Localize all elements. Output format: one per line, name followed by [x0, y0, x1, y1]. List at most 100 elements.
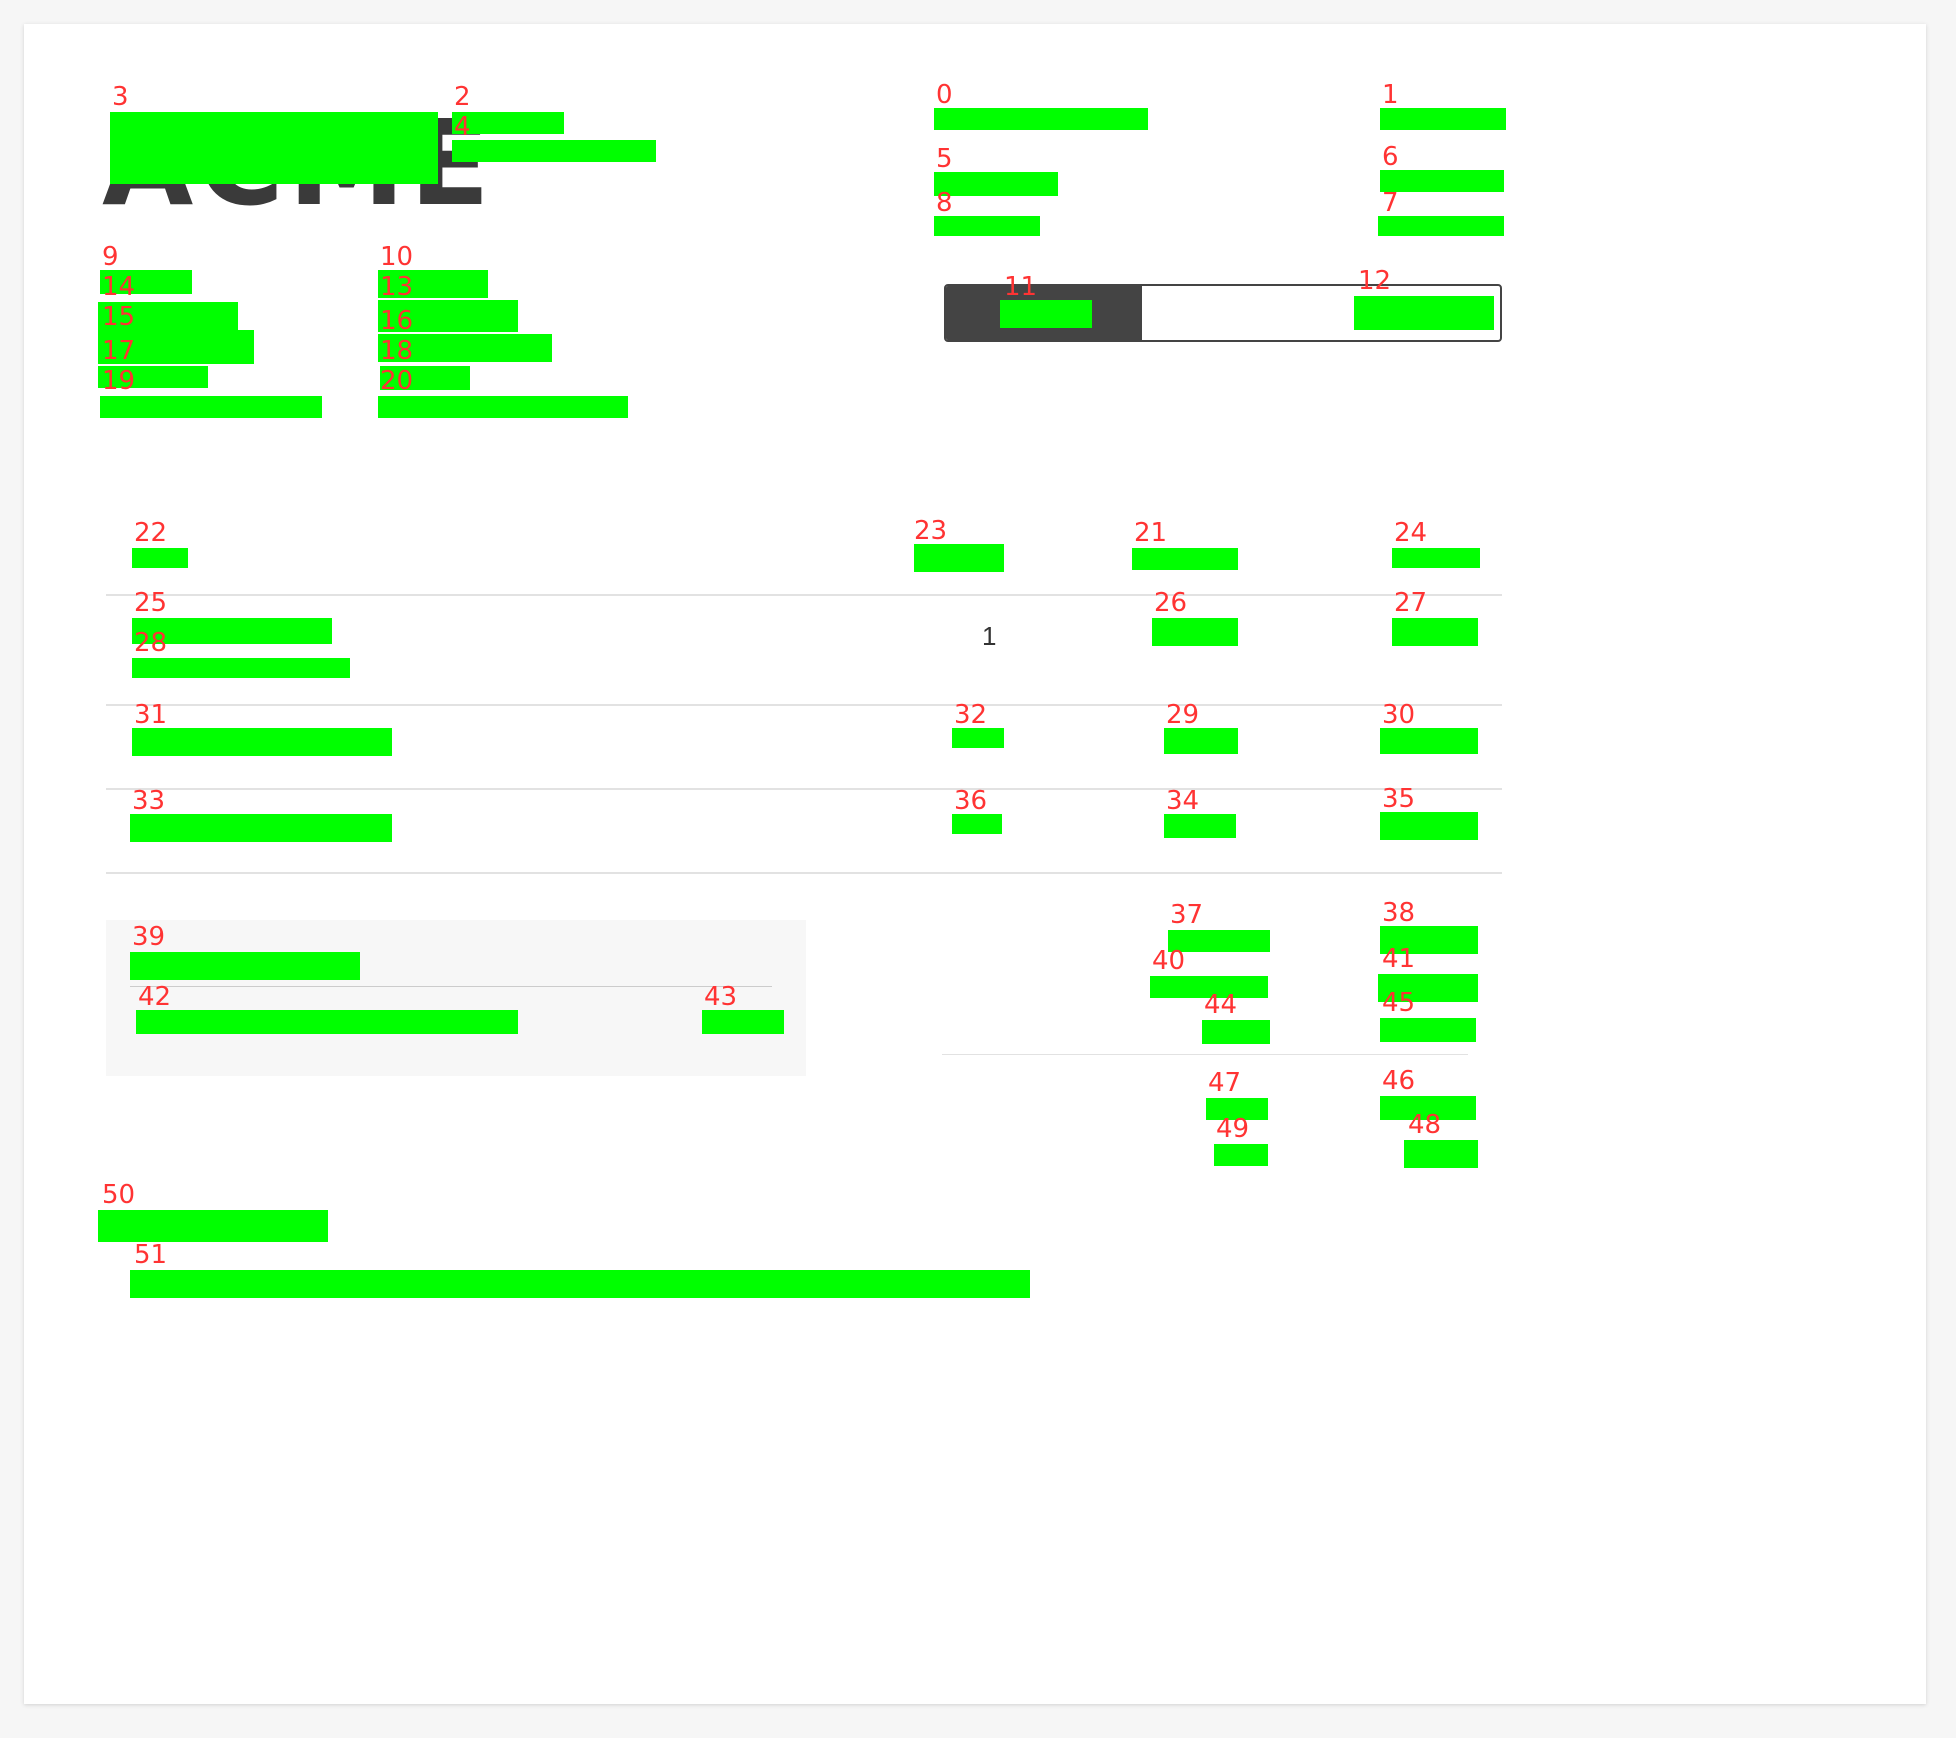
table-rule-row2 [106, 788, 1502, 790]
table-rule-header [106, 594, 1502, 596]
label-39: 39 [132, 922, 166, 952]
row1-item-name [132, 618, 332, 644]
bill-from-heading [100, 270, 192, 294]
bill-to-email [378, 396, 628, 418]
label-16: 16 [380, 306, 414, 336]
label-26: 26 [1154, 588, 1188, 618]
row1-quantity: 1 [982, 621, 997, 651]
issue-date-label [934, 172, 1058, 196]
table-rule-row1 [106, 704, 1502, 706]
label-10: 10 [380, 242, 414, 272]
label-18: 18 [380, 336, 414, 366]
subtotal-value [1380, 926, 1478, 954]
logo-mask [110, 112, 438, 184]
payment-account-value [702, 1010, 784, 1034]
bill-from-address-2 [98, 366, 208, 388]
label-36: 36 [954, 786, 988, 816]
bill-to-address-1 [378, 334, 552, 362]
totals-rule [942, 1054, 1468, 1055]
bill-to-heading [378, 270, 488, 298]
label-42: 42 [138, 982, 172, 1012]
invoice-sheet: ACME 3 2 4 0 1 5 6 8 7 9 14 15 17 19 10 … [24, 24, 1926, 1704]
row3-rate [1164, 814, 1236, 838]
label-27: 27 [1394, 588, 1428, 618]
label-2: 2 [454, 82, 471, 112]
label-25: 25 [134, 588, 168, 618]
label-40: 40 [1152, 946, 1186, 976]
label-37: 37 [1170, 900, 1204, 930]
discount-value [1380, 1018, 1476, 1042]
amount-due-label [1000, 300, 1092, 328]
label-21: 21 [1134, 518, 1168, 548]
payment-account-detail [136, 1010, 518, 1034]
row1-item-description [132, 658, 350, 678]
invoice-number [1380, 108, 1506, 130]
label-13: 13 [380, 272, 414, 302]
payment-info-heading [130, 952, 360, 980]
label-6: 6 [1382, 142, 1399, 172]
label-49: 49 [1216, 1114, 1250, 1144]
bill-from-address-1 [98, 330, 254, 364]
company-name [452, 112, 564, 134]
invoice-title [934, 108, 1148, 130]
notes-heading [98, 1210, 328, 1242]
label-15: 15 [102, 302, 136, 332]
label-38: 38 [1382, 898, 1416, 928]
tax-label [1150, 976, 1268, 998]
label-28: 28 [134, 628, 168, 658]
label-35: 35 [1382, 784, 1416, 814]
label-9: 9 [102, 242, 119, 272]
tax-value [1378, 974, 1478, 1002]
label-11: 11 [1004, 272, 1038, 302]
label-24: 24 [1394, 518, 1428, 548]
label-12: 12 [1358, 266, 1392, 296]
label-31: 31 [134, 700, 168, 730]
subtotal-label [1168, 930, 1270, 952]
label-1: 1 [1382, 80, 1399, 110]
issue-date-value [1380, 170, 1504, 192]
payment-info-box [106, 920, 806, 1076]
label-47: 47 [1208, 1068, 1242, 1098]
label-30: 30 [1382, 700, 1416, 730]
table-rule-row3 [106, 872, 1502, 874]
label-48: 48 [1408, 1110, 1442, 1140]
label-19: 19 [102, 366, 136, 396]
label-20: 20 [380, 366, 414, 396]
company-tagline [452, 140, 656, 162]
label-44: 44 [1204, 990, 1238, 1020]
due-date-label [934, 216, 1040, 236]
label-50: 50 [102, 1180, 136, 1210]
balance-label [1214, 1144, 1268, 1166]
label-41: 41 [1382, 944, 1416, 974]
column-header-amount [1392, 548, 1480, 568]
row1-amount [1392, 618, 1478, 646]
row3-quantity [952, 814, 1002, 834]
label-7: 7 [1382, 188, 1399, 218]
column-header-quantity [914, 544, 1004, 572]
label-3: 3 [112, 82, 129, 112]
label-34: 34 [1166, 786, 1200, 816]
label-22: 22 [134, 518, 168, 548]
bill-to-address-2 [380, 366, 470, 390]
column-header-item [132, 548, 188, 568]
label-23: 23 [914, 516, 948, 546]
label-46: 46 [1382, 1066, 1416, 1096]
label-8: 8 [936, 188, 953, 218]
label-32: 32 [954, 700, 988, 730]
total-label [1206, 1098, 1268, 1120]
payment-info-rule [130, 986, 772, 987]
column-header-rate [1132, 548, 1238, 570]
label-33: 33 [132, 786, 166, 816]
row1-rate [1152, 618, 1238, 646]
row2-item-name [132, 728, 392, 756]
label-29: 29 [1166, 700, 1200, 730]
balance-value [1404, 1140, 1478, 1168]
label-14: 14 [102, 272, 136, 302]
bill-from-email [100, 396, 322, 418]
row2-amount [1380, 728, 1478, 754]
label-17: 17 [102, 336, 136, 366]
bill-from-name [98, 302, 238, 330]
row2-rate [1164, 728, 1238, 754]
row3-amount [1380, 812, 1478, 840]
due-date-value [1378, 216, 1504, 236]
